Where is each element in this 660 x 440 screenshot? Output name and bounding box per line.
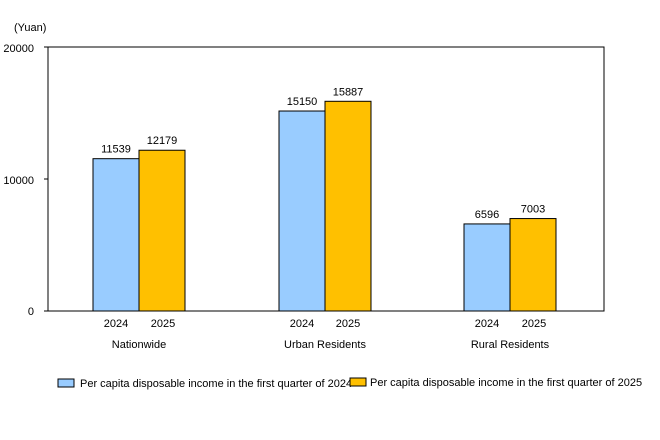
value-label-urban-residents-2025: 15887 [333, 86, 364, 98]
value-label-nationwide-2024: 11539 [101, 144, 131, 156]
category-label-nationwide: Nationwide [112, 339, 166, 351]
category-label-urban-residents: Urban Residents [284, 339, 366, 351]
year-label-urban-residents-2025: 2025 [336, 318, 360, 330]
bar-urban-residents-2024 [278, 110, 326, 312]
value-label-nationwide-2025: 12179 [147, 135, 178, 147]
y-unit-label: (Yuan) [14, 22, 46, 34]
bar-urban-residents-2025 [324, 100, 372, 312]
value-label-rural-residents-2025: 7003 [521, 204, 545, 216]
bar-rural-residents-2024 [463, 223, 511, 312]
legend-label-2024: Per capita disposable income in the firs… [80, 378, 352, 390]
bar-nationwide-2025 [138, 149, 186, 312]
bar-rural-residents-2025 [509, 218, 557, 312]
year-label-rural-residents-2024: 2024 [475, 318, 499, 330]
legend-label-2025: Per capita disposable income in the firs… [370, 377, 642, 389]
y-axis-ticks [44, 46, 48, 312]
value-label-rural-residents-2024: 6596 [475, 209, 499, 221]
year-label-nationwide-2024: 2024 [104, 318, 128, 330]
value-label-urban-residents-2024: 15150 [287, 96, 318, 108]
y-tick-label-0: 0 [28, 306, 34, 318]
y-tick-label-10000: 10000 [3, 175, 34, 187]
legend-swatch-2025 [349, 377, 367, 387]
bar-nationwide-2024 [92, 158, 140, 312]
category-label-rural-residents: Rural Residents [471, 339, 550, 351]
year-label-nationwide-2025: 2025 [151, 318, 175, 330]
y-tick-label-20000: 20000 [3, 43, 34, 55]
year-label-rural-residents-2025: 2025 [522, 318, 546, 330]
year-label-urban-residents-2024: 2024 [290, 318, 314, 330]
legend-swatch-2024 [57, 378, 75, 388]
